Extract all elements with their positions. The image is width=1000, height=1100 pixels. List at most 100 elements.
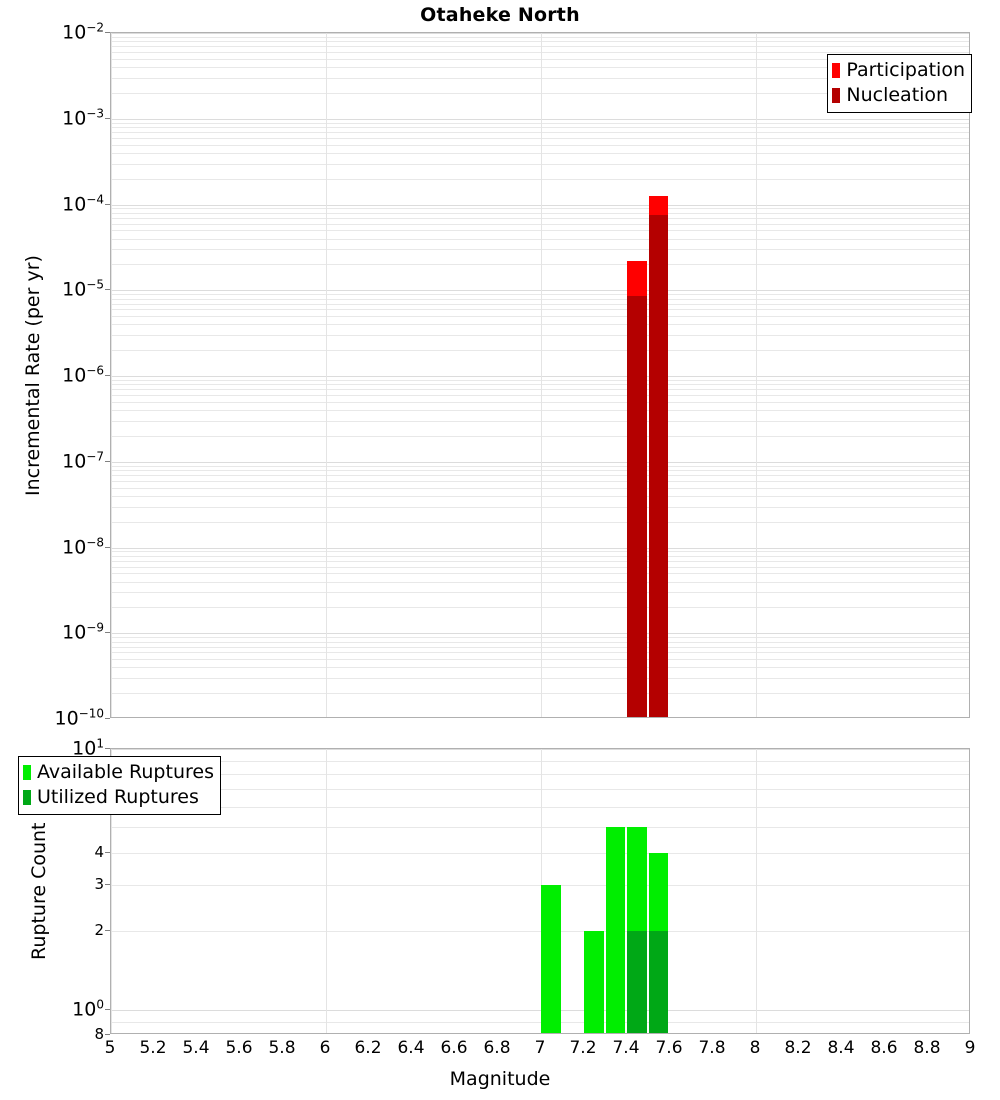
gridline — [111, 335, 969, 337]
gridline — [111, 607, 969, 609]
gridline — [111, 470, 969, 472]
utilized-ruptures-color-swatch — [23, 790, 31, 805]
x-axis-tick-label: 6 — [319, 1038, 331, 1058]
gridline — [111, 238, 969, 240]
gridline — [111, 58, 969, 60]
participation-color-swatch — [832, 63, 841, 78]
gridline — [111, 46, 969, 48]
x-axis-tick-label: 5.4 — [182, 1038, 210, 1058]
x-axis-tick-label: 6.6 — [440, 1038, 468, 1058]
gridline — [111, 208, 969, 210]
x-axis-tick-label: 5.2 — [139, 1038, 167, 1058]
gridline — [111, 178, 969, 180]
gridline — [111, 774, 969, 776]
x-axis-tick-label: 5 — [104, 1038, 116, 1058]
gridline — [111, 152, 969, 154]
y-axis-tick-mark — [105, 117, 110, 119]
gridline — [111, 652, 969, 654]
gridline — [111, 67, 969, 69]
y-axis-tick-label: 10−5 — [62, 277, 104, 301]
bar — [627, 931, 647, 1033]
available-ruptures-color-swatch — [23, 765, 31, 780]
gridline — [111, 41, 969, 43]
gridline — [111, 487, 969, 489]
gridline — [111, 551, 969, 553]
legend-item-participation[interactable]: Participation — [832, 58, 965, 83]
bottom-y-axis-label: Rupture Count — [28, 822, 50, 961]
gridline — [111, 379, 969, 381]
legend-label-participation: Participation — [846, 59, 965, 81]
y-axis-tick-mark — [105, 375, 110, 376]
gridline — [111, 410, 969, 412]
gridline — [111, 1009, 969, 1011]
gridline — [111, 217, 969, 219]
y-axis-tick-label: 10−9 — [62, 620, 104, 644]
y-axis-tick-mark — [105, 546, 110, 548]
x-axis-tick-label: 7.6 — [655, 1038, 683, 1058]
gridline — [111, 223, 969, 225]
gridline — [111, 641, 969, 643]
x-axis-tick-label: 7.8 — [698, 1038, 726, 1058]
gridline — [111, 127, 969, 129]
bar — [648, 215, 668, 717]
gridline-vertical — [541, 33, 542, 717]
gridline — [111, 885, 969, 887]
gridline-vertical — [756, 33, 757, 717]
bar — [627, 296, 647, 717]
gridline — [111, 132, 969, 134]
gridline — [111, 163, 969, 165]
gridline — [111, 137, 969, 139]
y-axis-tick-label: 3 — [94, 875, 104, 894]
gridline — [111, 395, 969, 397]
x-axis-tick-label: 5.6 — [225, 1038, 253, 1058]
y-axis-tick-mark — [105, 748, 110, 749]
gridline — [111, 303, 969, 305]
bar — [605, 827, 625, 1033]
y-axis-tick-mark — [105, 203, 110, 205]
y-axis-tick-mark — [105, 718, 110, 719]
gridline — [111, 350, 969, 352]
legend-item-available-ruptures[interactable]: Available Ruptures — [23, 760, 214, 785]
gridline — [111, 435, 969, 437]
gridline — [111, 852, 969, 854]
gridline — [111, 461, 969, 463]
gridline-vertical — [756, 749, 757, 1033]
gridline — [111, 52, 969, 54]
top-chart-legend: Participation Nucleation — [827, 54, 972, 113]
y-axis-tick-label: 10−10 — [54, 706, 104, 730]
gridline — [111, 573, 969, 575]
gridline — [111, 789, 969, 791]
y-axis-tick-mark — [105, 632, 110, 634]
legend-item-nucleation[interactable]: Nucleation — [832, 83, 965, 108]
gridline — [111, 749, 969, 750]
bar — [541, 885, 561, 1033]
gridline — [111, 465, 969, 467]
gridline — [111, 204, 969, 206]
gridline — [111, 36, 969, 38]
gridline — [111, 693, 969, 695]
gridline — [111, 659, 969, 661]
gridline — [111, 637, 969, 639]
y-axis-tick-label: 2 — [94, 921, 104, 940]
gridline — [111, 264, 969, 266]
x-axis-tick-label: 7.4 — [612, 1038, 640, 1058]
y-axis-tick-mark — [105, 289, 110, 291]
incremental-rate-plot-area — [110, 32, 970, 718]
y-axis-tick-label: 4 — [94, 842, 104, 861]
x-axis-tick-label: 7.2 — [569, 1038, 597, 1058]
y-axis-tick-label: 10−6 — [62, 363, 104, 387]
y-axis-tick-mark — [105, 460, 110, 462]
x-axis-tick-label: 6.4 — [397, 1038, 425, 1058]
y-axis-tick-label: 10−4 — [62, 191, 104, 216]
page-title: Otaheke North — [420, 4, 580, 26]
gridline — [111, 401, 969, 403]
gridline — [111, 678, 969, 680]
gridline — [111, 555, 969, 557]
gridline — [111, 77, 969, 79]
gridline — [111, 521, 969, 523]
legend-item-utilized-ruptures[interactable]: Utilized Ruptures — [23, 785, 214, 810]
top-y-axis-label: Incremental Rate (per yr) — [22, 254, 44, 496]
x-axis-label: Magnitude — [449, 1068, 551, 1090]
gridline — [111, 1021, 969, 1023]
y-axis-tick-label: 10−8 — [62, 534, 104, 559]
